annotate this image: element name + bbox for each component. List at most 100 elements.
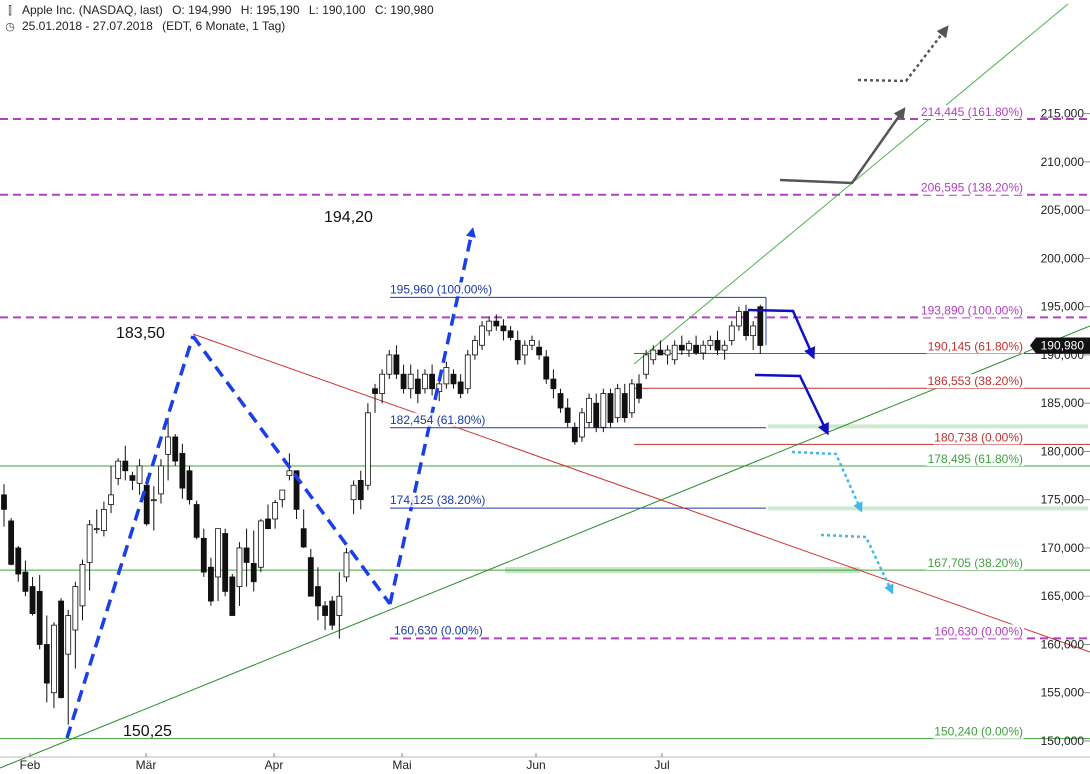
- last-price-label: 190,980: [1041, 338, 1085, 352]
- candlestick: [464, 350, 471, 394]
- candle-body: [686, 342, 692, 351]
- breakout-arrow-gray: [779, 107, 906, 185]
- fib-label-bg: [933, 624, 1024, 639]
- fib-level-label: 186,553 (38.20%): [928, 374, 1023, 388]
- candlestick: [586, 393, 592, 428]
- candle-body: [165, 436, 172, 455]
- projection-drawings: [65, 25, 949, 739]
- candle-body: [664, 349, 671, 356]
- y-tick-label: 175,000: [1041, 493, 1085, 507]
- candlestick: [279, 489, 286, 508]
- blue-fib-label: 182,454 (61.80%): [390, 413, 485, 427]
- candlestick: [714, 330, 721, 355]
- fib-label-bg: [933, 724, 1024, 739]
- y-tick-label: 215,000: [1041, 107, 1085, 121]
- price-annotation: 150,25: [123, 723, 172, 740]
- candle-body: [108, 494, 114, 505]
- candlestick: [550, 369, 557, 399]
- price-annotation: 194,20: [324, 209, 373, 226]
- candle-body: [336, 595, 343, 616]
- candle-body: [29, 586, 36, 614]
- candlestick: [429, 364, 436, 396]
- candlestick: [36, 574, 43, 650]
- candle-body: [350, 484, 357, 501]
- blue-fib-label-bg: [393, 623, 484, 638]
- candle-body: [707, 340, 714, 346]
- candlestick: [543, 350, 550, 384]
- candlestick: [693, 335, 699, 355]
- x-tick-label: Mär: [136, 758, 157, 772]
- chart-header-range: ◷ 25.01.2018 - 27.07.2018 (EDT, 6 Monate,…: [4, 19, 291, 33]
- candle-body: [186, 470, 193, 501]
- candlestick: [529, 335, 535, 351]
- candle-body: [650, 349, 657, 361]
- candle-body: [15, 547, 22, 575]
- candle-body: [571, 426, 578, 443]
- candlestick: [736, 306, 742, 331]
- candle-body: [757, 306, 764, 346]
- candlestick: [29, 576, 36, 616]
- candlestick: [514, 330, 521, 365]
- candlestick: [743, 304, 749, 341]
- candle-body: [372, 388, 378, 394]
- candlestick: [628, 379, 635, 418]
- candle-body: [215, 528, 221, 578]
- candle-body: [293, 470, 300, 510]
- candle-body: [386, 354, 393, 375]
- chart-header-quote: ⫿ Apple Inc. (NASDAQ, last) O: 194,990 H:…: [4, 3, 440, 18]
- candle-body: [343, 552, 350, 578]
- candle-body: [514, 340, 521, 361]
- wave-down-dashed-line: [191, 334, 392, 606]
- y-tick-label: 205,000: [1041, 203, 1085, 217]
- candle-body: [279, 489, 286, 501]
- candlestick: [707, 335, 714, 351]
- candlestick: [329, 596, 336, 631]
- candle-body: [422, 373, 428, 390]
- candlestick: [507, 325, 514, 341]
- candlestick: [272, 499, 279, 529]
- candle-body: [529, 340, 535, 346]
- candle-body: [479, 325, 485, 346]
- close-value: C: 190,980: [374, 3, 434, 17]
- candle-body: [464, 354, 471, 390]
- candle-body: [58, 600, 64, 698]
- candlestick: [58, 598, 64, 699]
- downtrend-line: [192, 333, 1090, 653]
- candle-body: [657, 349, 664, 356]
- x-tick-label: Mai: [392, 758, 411, 772]
- candlestick: [472, 335, 478, 360]
- fib-level-label: 160,630 (0.00%): [934, 624, 1023, 638]
- fib-level-label: 190,145 (61.80%): [928, 340, 1023, 354]
- candle-body: [414, 378, 421, 394]
- x-tick-label: Apr: [265, 758, 284, 772]
- candle-body: [79, 563, 86, 607]
- candlestick: [93, 509, 100, 534]
- candle-body: [22, 571, 29, 592]
- candlestick: [208, 557, 214, 606]
- candle-body: [750, 325, 757, 337]
- candlestick: [414, 369, 421, 404]
- candlestick: [65, 609, 72, 725]
- candle-body: [557, 393, 564, 409]
- candle-body: [486, 320, 493, 332]
- candle-body: [300, 528, 307, 548]
- y-tick-label: 210,000: [1041, 155, 1085, 169]
- candle-body: [700, 344, 707, 354]
- candle-body: [1, 494, 7, 510]
- last-price-tag: [1030, 337, 1090, 354]
- candle-body: [550, 378, 557, 390]
- candlestick: [165, 417, 172, 481]
- candlestick: [22, 560, 29, 597]
- candlestick: [357, 470, 364, 510]
- candle-body: [136, 465, 143, 484]
- candle-body: [364, 412, 371, 486]
- candle-body: [407, 373, 414, 390]
- candlestick: [215, 528, 221, 602]
- fib-level-label: 150,240 (0.00%): [934, 725, 1023, 739]
- candlestick: [15, 546, 22, 582]
- candlestick: [136, 459, 143, 495]
- candle-body: [593, 402, 600, 428]
- candle-body: [172, 436, 179, 462]
- candle-body: [450, 373, 457, 385]
